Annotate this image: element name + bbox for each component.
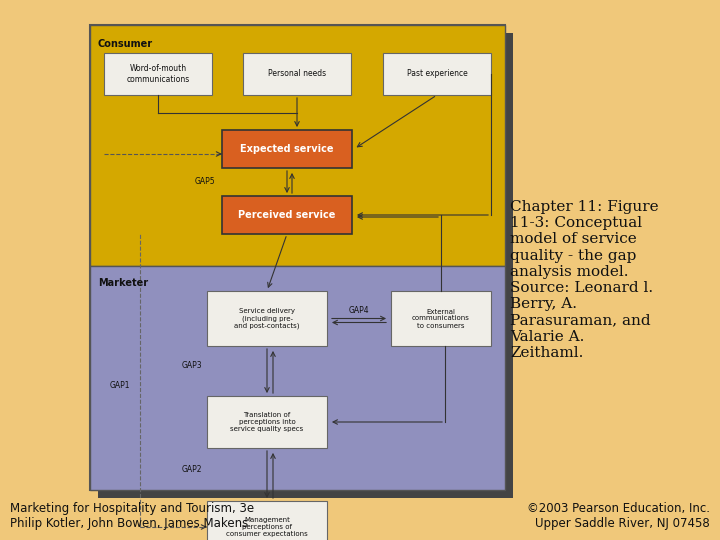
Text: Marketing for Hospitality and Tourism, 3e
Philip Kotler, John Bowen, James Maken: Marketing for Hospitality and Tourism, 3…	[10, 502, 254, 530]
Bar	[207, 501, 327, 540]
Bar	[222, 196, 352, 234]
Bar	[207, 291, 327, 346]
Text: GAP1: GAP1	[110, 381, 130, 390]
Text: Past experience: Past experience	[407, 70, 467, 78]
Text: Word-of-mouth
communications: Word-of-mouth communications	[127, 64, 189, 84]
Text: GAP4: GAP4	[348, 306, 369, 315]
Text: Consumer: Consumer	[98, 39, 153, 49]
Text: External
communications
to consumers: External communications to consumers	[412, 308, 470, 328]
Text: Perceived service: Perceived service	[238, 210, 336, 220]
Text: Marketer: Marketer	[98, 278, 148, 288]
Bar	[207, 396, 327, 448]
Bar	[104, 53, 212, 95]
Text: GAP2: GAP2	[181, 465, 202, 474]
Text: Translation of
perceptions into
service quality specs: Translation of perceptions into service …	[230, 412, 304, 432]
Bar	[243, 53, 351, 95]
Text: Expected service: Expected service	[240, 144, 334, 154]
Bar	[391, 291, 491, 346]
Text: Service delivery
(including pre-
and post-contacts): Service delivery (including pre- and pos…	[234, 308, 300, 329]
Bar	[90, 25, 505, 490]
Text: GAP5: GAP5	[194, 178, 215, 186]
Bar	[383, 53, 491, 95]
Text: Personal needs: Personal needs	[268, 70, 326, 78]
Bar	[90, 25, 505, 266]
Bar	[98, 33, 513, 498]
Text: Management
perceptions of
consumer expectations: Management perceptions of consumer expec…	[226, 517, 308, 537]
Bar	[222, 130, 352, 168]
Text: Chapter 11: Figure
11-3: Conceptual
model of service
quality - the gap
analysis : Chapter 11: Figure 11-3: Conceptual mode…	[510, 200, 659, 360]
Text: GAP3: GAP3	[181, 361, 202, 369]
Text: ©2003 Pearson Education, Inc.
Upper Saddle River, NJ 07458: ©2003 Pearson Education, Inc. Upper Sadd…	[527, 502, 710, 530]
Bar	[90, 266, 505, 490]
